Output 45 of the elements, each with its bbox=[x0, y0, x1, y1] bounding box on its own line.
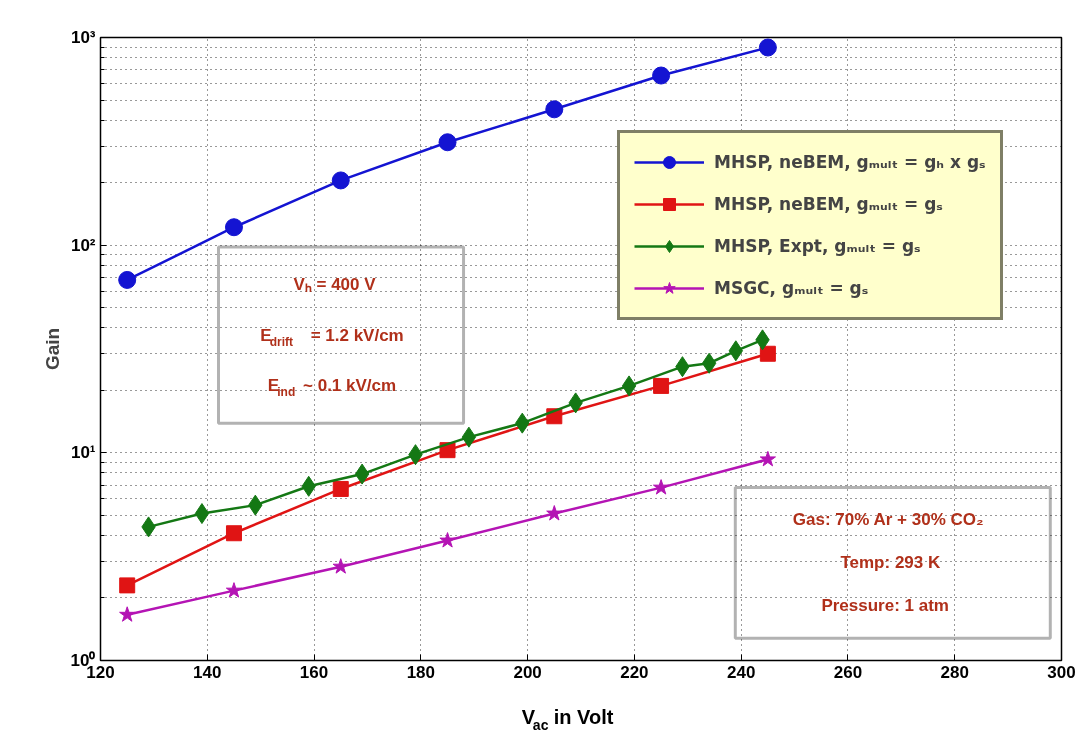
x-tick-label: 280 bbox=[940, 662, 969, 682]
point bbox=[354, 463, 370, 485]
point bbox=[225, 582, 243, 598]
y-tick-label: 10³ bbox=[70, 28, 96, 47]
x-tick-label: 240 bbox=[726, 662, 756, 682]
point bbox=[652, 479, 670, 495]
point bbox=[461, 426, 477, 448]
legend-label: MHSP, neBEM, gₘᵤₗₜ = gₕ x gₛ bbox=[714, 152, 986, 172]
point bbox=[621, 375, 637, 397]
annotation: Vₕ = 400 V bbox=[293, 275, 377, 295]
point bbox=[332, 480, 349, 497]
annotation: Pressure: 1 atm bbox=[821, 596, 949, 616]
point bbox=[194, 503, 210, 525]
point bbox=[701, 352, 717, 374]
y-tick-label: 10² bbox=[70, 235, 96, 255]
legend-label: MHSP, neBEM, gₘᵤₗₜ = gₛ bbox=[714, 194, 943, 214]
point bbox=[439, 532, 456, 548]
x-tick-label: 180 bbox=[406, 662, 436, 682]
x-tick-label: 160 bbox=[299, 662, 329, 682]
point bbox=[545, 100, 564, 119]
point bbox=[546, 505, 563, 521]
y-axis-title: Gain bbox=[41, 327, 63, 371]
point bbox=[119, 606, 136, 622]
point bbox=[758, 38, 777, 57]
point bbox=[759, 345, 776, 362]
point bbox=[332, 558, 349, 574]
point bbox=[118, 270, 137, 289]
point bbox=[759, 450, 776, 467]
point bbox=[438, 133, 457, 152]
x-tick-label: 140 bbox=[193, 662, 222, 682]
point bbox=[652, 66, 671, 85]
point bbox=[225, 525, 242, 542]
point bbox=[224, 218, 243, 237]
x-tick-label: 220 bbox=[620, 662, 649, 682]
y-tick-label: 10¹ bbox=[70, 443, 96, 463]
annotation: Temp: 293 K bbox=[840, 553, 941, 573]
point bbox=[119, 577, 136, 594]
annotation: Gas: 70% Ar + 30% CO₂ bbox=[792, 510, 984, 530]
legend-label: MHSP, Expt, gₘᵤₗₜ = gₛ bbox=[714, 236, 921, 256]
x-tick-label: 260 bbox=[833, 662, 863, 682]
point bbox=[331, 171, 350, 190]
legend-label: MSGC, gₘᵤₗₜ = gₛ bbox=[714, 278, 869, 298]
x-tick-label: 200 bbox=[513, 662, 542, 682]
point bbox=[653, 377, 670, 394]
x-tick-label: 300 bbox=[1047, 662, 1076, 682]
